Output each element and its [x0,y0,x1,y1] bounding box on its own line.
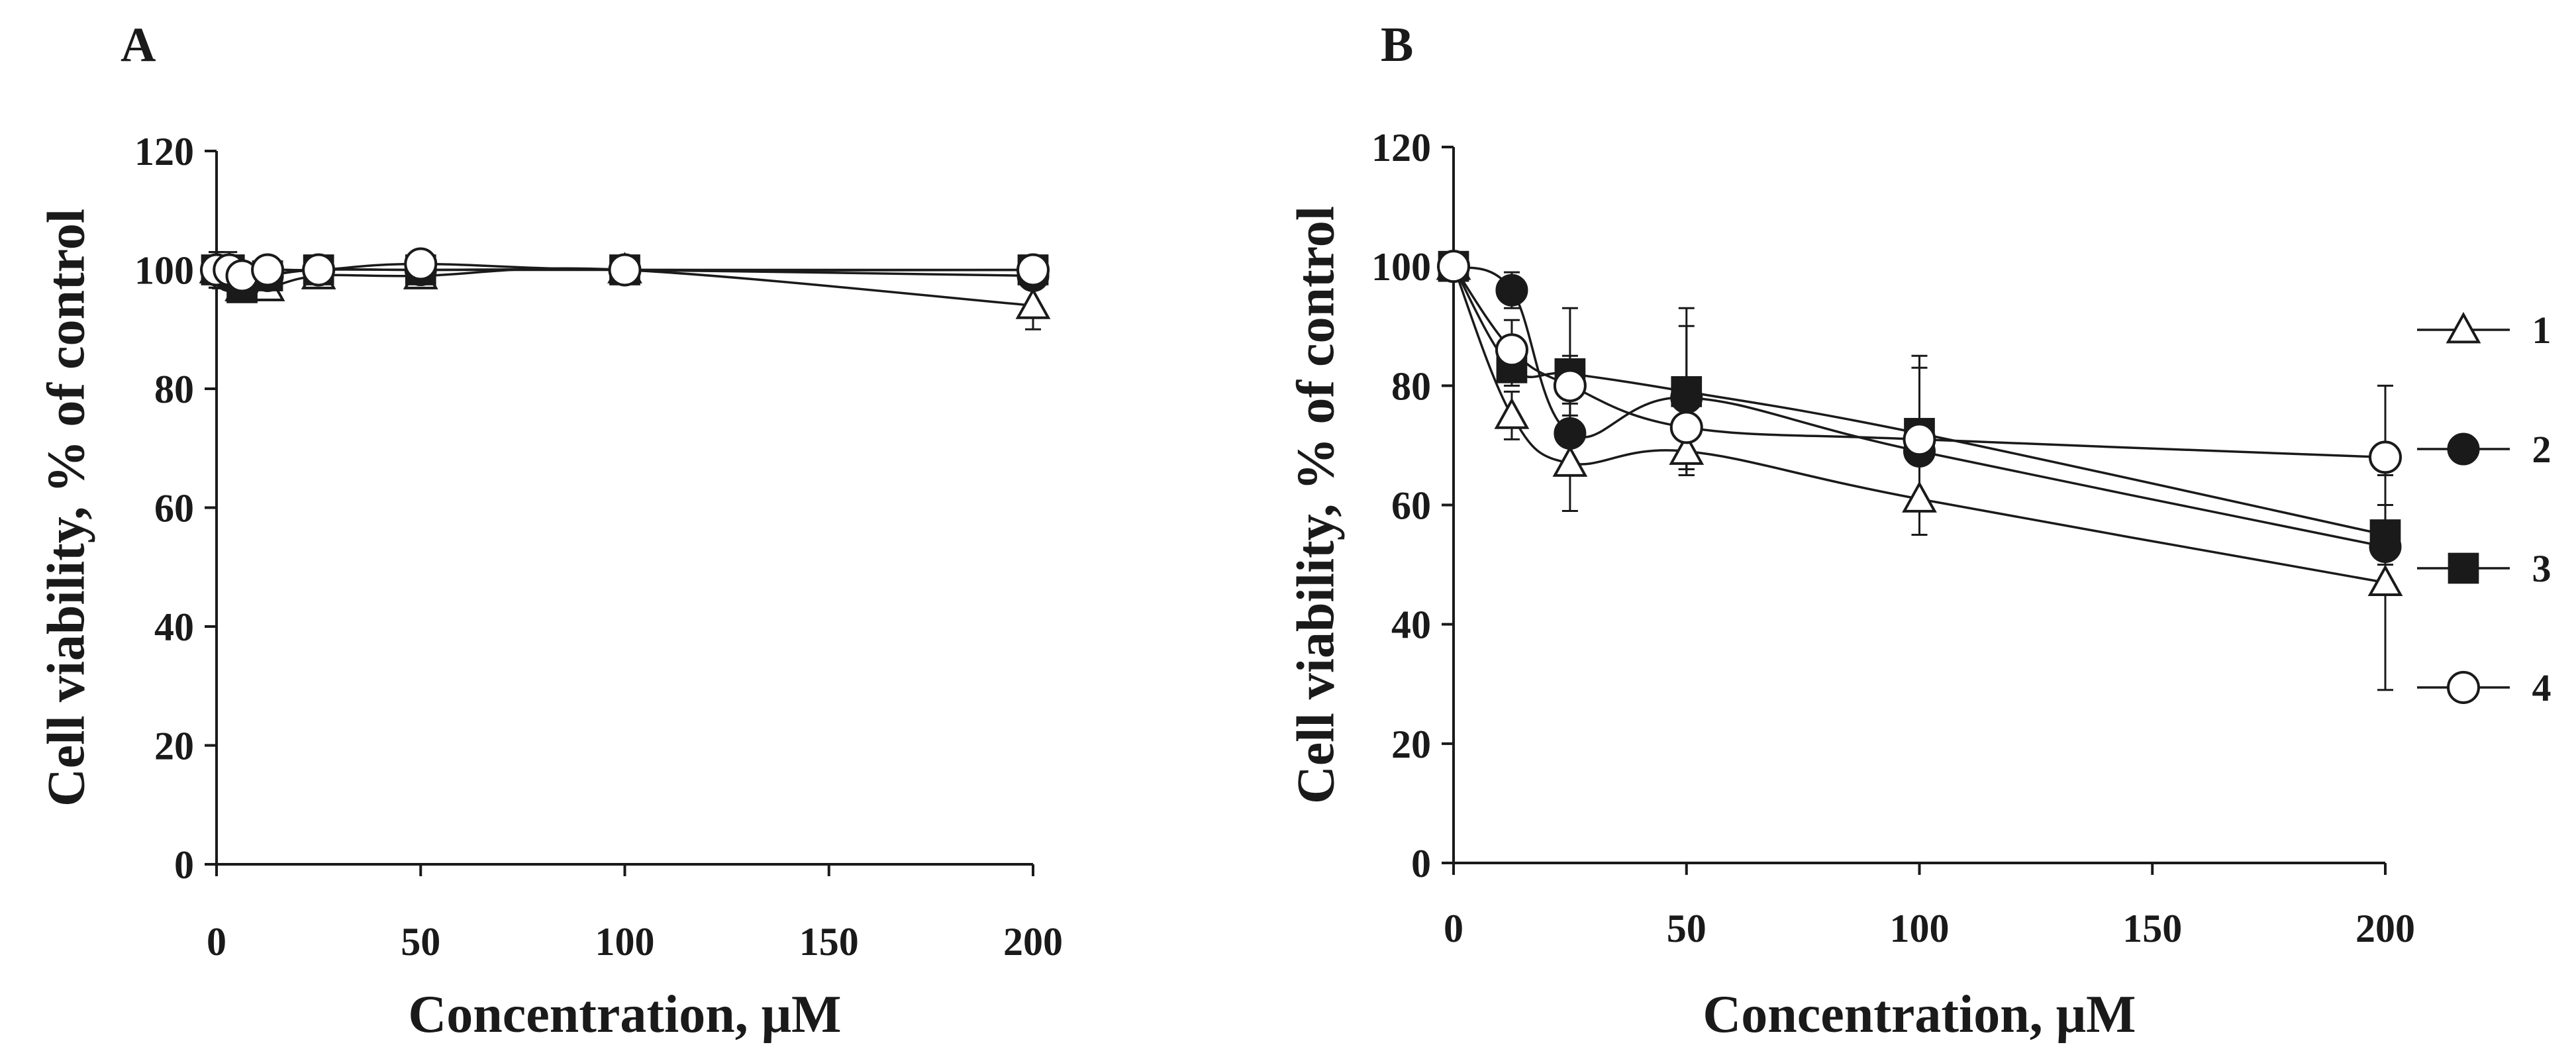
series-4-point [302,253,336,287]
series-4-point [608,253,642,287]
x-tick-label: 150 [2122,907,2182,950]
series-1-point [1494,397,1530,429]
series-4-point [1495,333,1528,367]
legend-label: 2 [2532,428,2551,471]
series-1-point [1552,445,1588,477]
y-tick-label: 120 [1371,126,1431,170]
legend-marker-2 [2447,432,2480,466]
x-axis-title: Concentration, μM [1703,985,2136,1044]
x-axis-title: Concentration, μM [408,985,841,1044]
x-tick-label: 50 [1667,907,1707,950]
panel-a: A 0 20 40 60 80 100 120 0 50 100 150 200 Concentratio… [37,18,1063,1044]
series-4-point [404,247,438,281]
x-tick-label: 50 [401,920,440,964]
series-4-point [1553,369,1587,403]
y-tick-label: 0 [1411,842,1431,885]
series-3-point [1671,376,1703,407]
y-tick-label: 20 [1391,723,1431,766]
series-1-point [1015,287,1051,319]
y-tick-label: 20 [154,725,194,768]
series-2-point [1495,274,1528,307]
legend-marker-4 [2447,671,2480,704]
y-tick-label: 60 [1391,484,1431,528]
series-2-point [1554,417,1587,450]
legend: 1 2 3 4 [2417,309,2551,709]
y-tick-label: 80 [154,368,194,411]
series-4-point [1669,411,1703,444]
x-tick-label: 200 [2355,907,2415,950]
y-tick-label: 40 [154,605,194,649]
series-4-point [1903,423,1936,456]
series-3-point [2369,519,2401,550]
x-tick-label: 0 [1444,907,1463,950]
legend-marker-1 [2446,311,2481,344]
legend-label: 4 [2532,666,2551,709]
x-tick-label: 100 [1890,907,1950,950]
y-tick-label: 100 [134,249,194,293]
x-tick-label: 150 [799,920,859,964]
y-tick-label: 120 [134,130,194,174]
legend-marker-3 [2448,552,2479,584]
series-1-point [2367,564,2403,597]
legend-item-4: 4 [2417,666,2551,709]
series-4-point [2369,440,2402,474]
panel-letter-a: A [121,18,156,72]
panel-b: B 0 20 40 60 80 100 120 0 50 100 150 200 Concentratio… [1287,18,2551,1044]
y-tick-label: 100 [1371,245,1431,289]
series-1-point [1669,433,1705,465]
y-tick-label: 0 [174,843,194,887]
series-4-point [251,253,285,287]
series-4-point [1016,253,1050,287]
y-axis-title: Cell viability, % of control [1287,206,1345,804]
y-axis-title: Cell viability, % of control [37,209,95,807]
legend-label: 3 [2532,547,2551,590]
x-tick-label: 200 [1003,920,1063,964]
legend-label: 1 [2532,309,2551,352]
legend-item-3: 3 [2417,547,2551,590]
x-tick-label: 0 [207,920,226,964]
y-tick-label: 80 [1391,364,1431,408]
x-tick-label: 100 [595,920,655,964]
legend-item-2: 2 [2417,428,2551,471]
y-tick-label: 60 [154,487,194,530]
series-4-point [1437,250,1470,283]
panel-letter-b: B [1381,18,1413,72]
series-1-point [1902,481,1937,513]
y-tick-label: 40 [1391,603,1431,647]
legend-item-1: 1 [2417,309,2551,352]
